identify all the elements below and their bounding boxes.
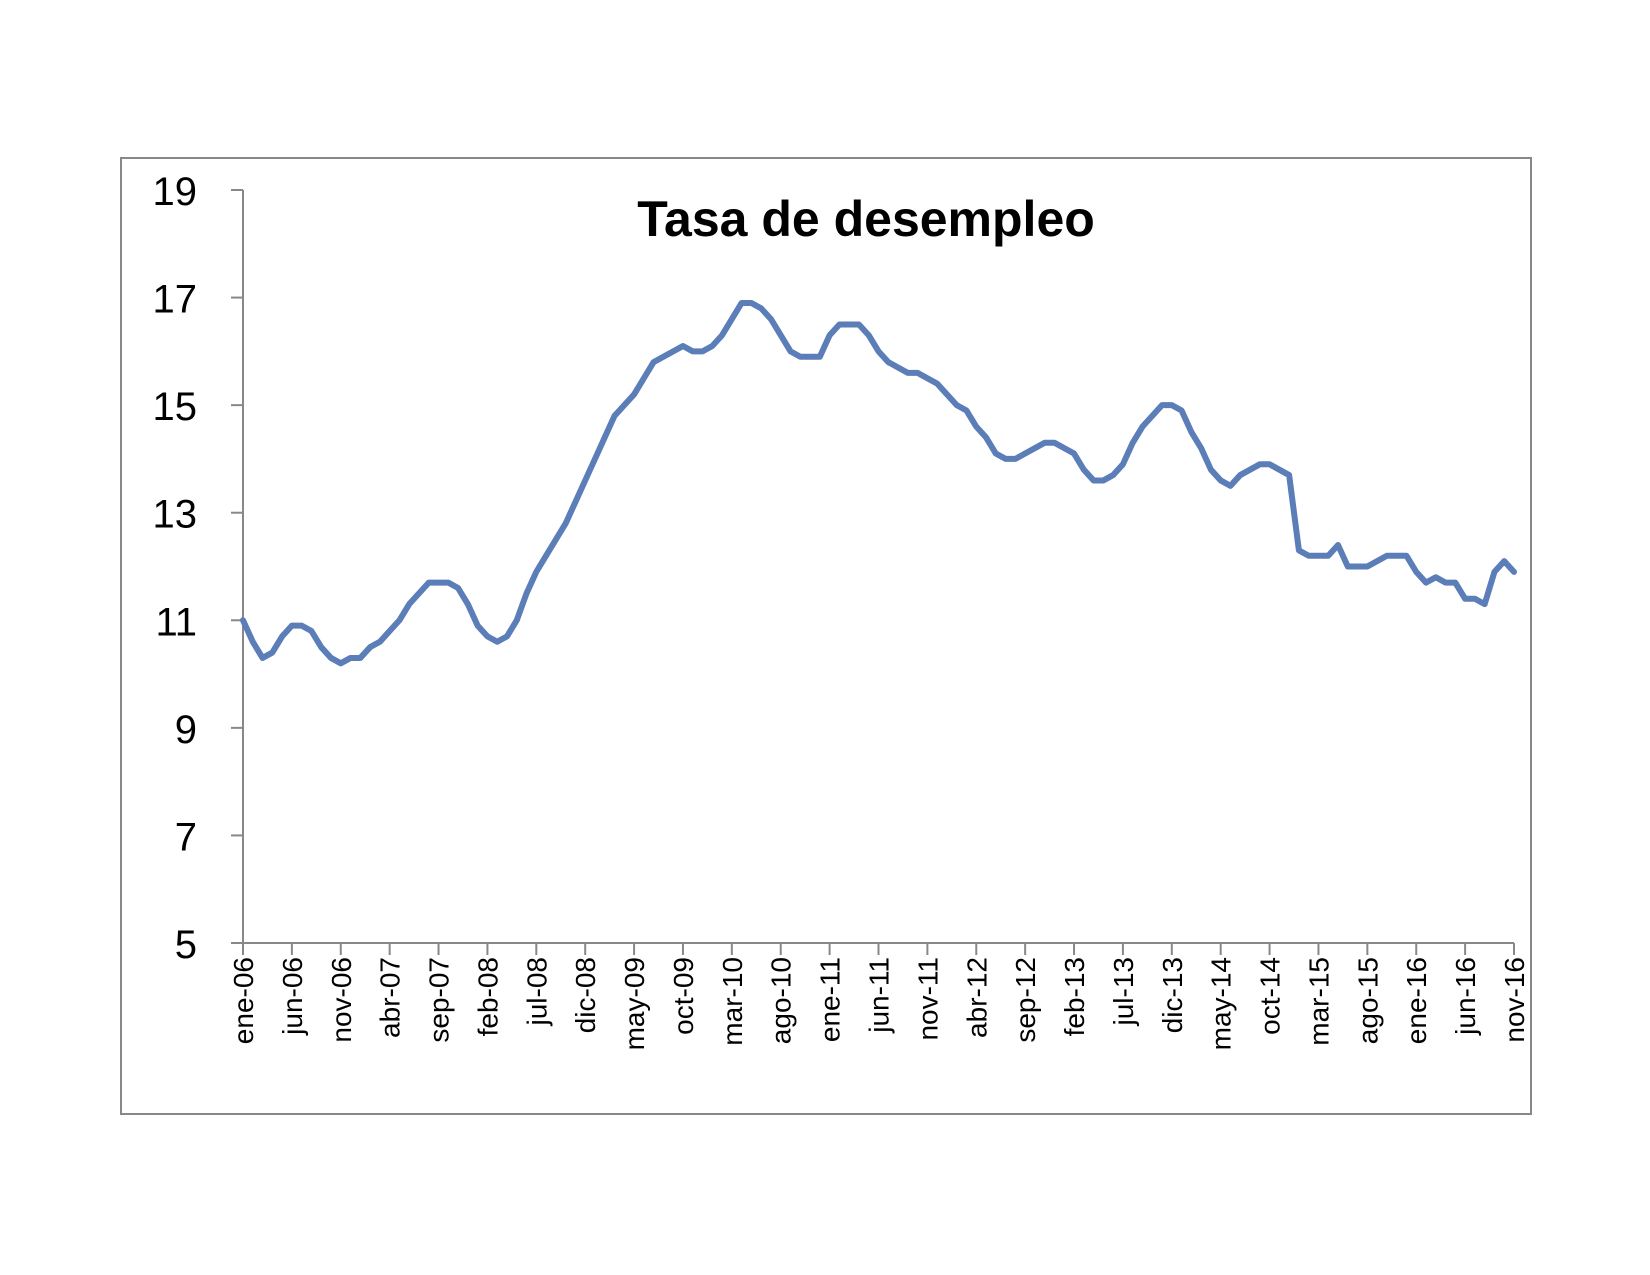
chart-border: [120, 157, 1532, 1115]
x-tick-label: ago-10: [766, 957, 797, 1044]
x-tick-label: feb-08: [472, 957, 503, 1036]
series-layer: [240, 299, 1517, 667]
x-tick-label: jul-08: [521, 957, 552, 1026]
x-axis: ene-06 jun-06 nov-06 abr-07 sep-07 feb-08 jul-…: [228, 942, 1530, 1050]
y-tick-label: 13: [153, 493, 198, 537]
y-tick-label: 19: [153, 170, 198, 214]
x-tick-label: mar-15: [1303, 957, 1334, 1046]
y-tick-label: 17: [153, 278, 198, 322]
x-tick-label: abr-12: [961, 957, 992, 1038]
x-tick-label: sep-12: [1010, 957, 1041, 1043]
y-tick-label: 11: [155, 600, 197, 644]
x-tick-label: ene-11: [815, 957, 846, 1042]
x-tick-label: nov-11: [912, 957, 943, 1041]
x-tick-label: jun-16: [1450, 957, 1481, 1036]
y-axis: 5 7 9 11 13 15 17 19: [153, 170, 244, 967]
x-tick-label: oct-09: [668, 957, 699, 1035]
y-tick-label: 7: [175, 815, 197, 859]
x-tick-label: oct-14: [1255, 957, 1286, 1035]
chart-title: Tasa de desempleo: [637, 191, 1095, 247]
x-tick-label: may-14: [1206, 957, 1237, 1050]
x-tick-label: abr-07: [375, 957, 406, 1038]
x-tick-label: nov-16: [1499, 957, 1530, 1043]
x-tick-label: nov-06: [326, 957, 357, 1043]
x-tick-label: jun-06: [277, 957, 308, 1036]
x-tick-label: ene-16: [1401, 957, 1432, 1044]
x-tick-label: jul-13: [1108, 957, 1139, 1026]
x-tick-label: dic-08: [570, 957, 601, 1033]
x-tick-label: ago-15: [1352, 957, 1383, 1044]
y-tick-label: 5: [175, 923, 197, 967]
y-tick-label: 9: [175, 708, 197, 752]
y-tick-label: 15: [153, 385, 198, 429]
x-tick-label: dic-13: [1157, 957, 1188, 1033]
x-tick-label: sep-07: [424, 957, 455, 1043]
x-tick-label: mar-10: [717, 957, 748, 1046]
series-line-tasa-de-desempleo: [240, 299, 1517, 667]
x-tick-label: ene-06: [228, 957, 259, 1044]
x-tick-label: jun-11: [864, 957, 895, 1034]
x-tick-label: may-09: [619, 957, 650, 1050]
x-tick-label: feb-13: [1059, 957, 1090, 1036]
